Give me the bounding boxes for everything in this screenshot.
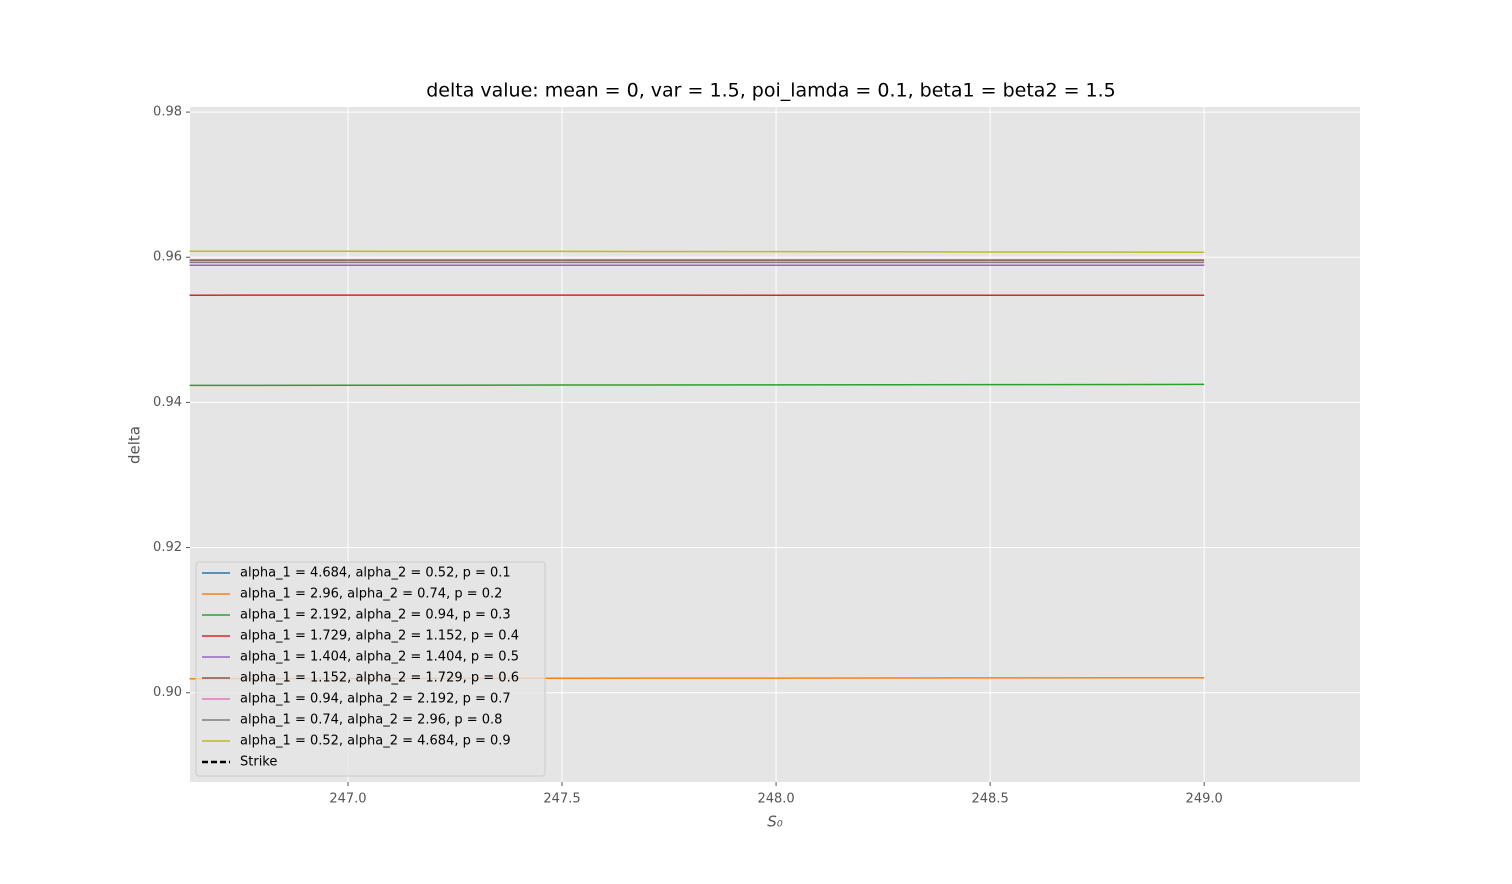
y-tick-label: 0.92 [153,540,182,555]
legend-label: alpha_1 = 2.192, alpha_2 = 0.94, p = 0.3 [240,608,511,623]
x-tick-label: 249.0 [1186,792,1223,807]
y-tick-label: 0.96 [153,250,182,265]
legend-label: alpha_1 = 4.684, alpha_2 = 0.52, p = 0.1 [240,566,511,581]
y-tick-label: 0.98 [153,105,182,120]
x-axis-label: S₀ [767,813,783,831]
y-tick-label: 0.94 [153,395,182,410]
legend-label: alpha_1 = 0.94, alpha_2 = 2.192, p = 0.7 [240,692,511,707]
x-tick-label: 247.0 [329,792,366,807]
legend-label: Strike [240,755,277,770]
legend-label: alpha_1 = 0.74, alpha_2 = 2.96, p = 0.8 [240,713,502,728]
y-axis-label: delta [126,426,144,464]
legend-label: alpha_1 = 0.52, alpha_2 = 4.684, p = 0.9 [240,734,511,749]
y-tick-label: 0.90 [153,685,182,700]
legend-label: alpha_1 = 1.152, alpha_2 = 1.729, p = 0.… [240,671,519,686]
x-tick-label: 248.0 [757,792,794,807]
legend: alpha_1 = 4.684, alpha_2 = 0.52, p = 0.1… [196,562,545,776]
legend-label: alpha_1 = 1.729, alpha_2 = 1.152, p = 0.… [240,629,519,644]
series-line [190,384,1205,385]
x-tick-label: 248.5 [972,792,1009,807]
x-tick-label: 247.5 [543,792,580,807]
legend-label: alpha_1 = 2.96, alpha_2 = 0.74, p = 0.2 [240,587,502,602]
legend-label: alpha_1 = 1.404, alpha_2 = 1.404, p = 0.… [240,650,519,665]
chart-title: delta value: mean = 0, var = 1.5, poi_la… [426,80,1116,102]
